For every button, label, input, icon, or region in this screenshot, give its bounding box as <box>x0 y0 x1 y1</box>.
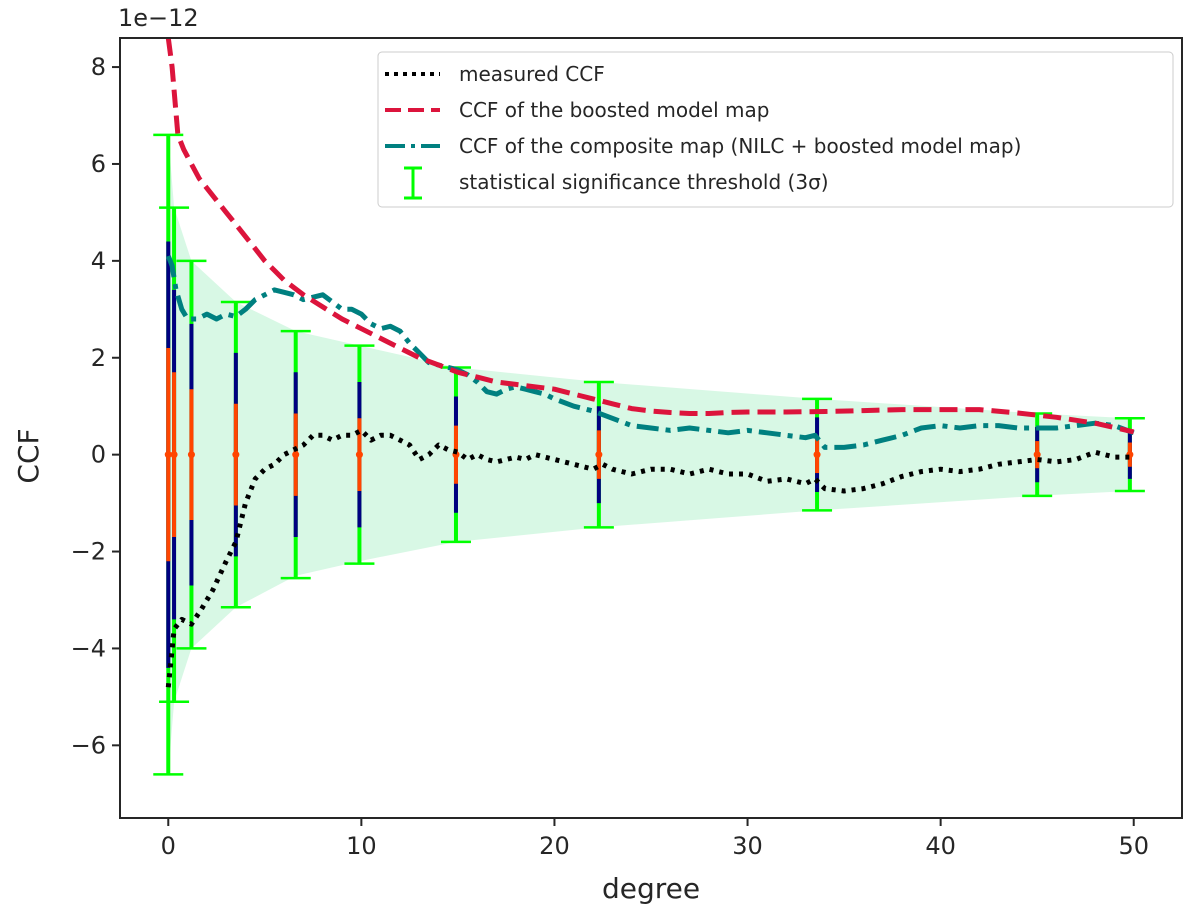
y-tick-label-3: 0 <box>91 441 106 469</box>
error-bar-4 <box>280 329 311 580</box>
x-tick-label-2: 20 <box>539 832 570 860</box>
threshold-band <box>168 134 1130 775</box>
y-tick-label-6: 6 <box>91 150 106 178</box>
series-line-measured-ccf <box>165 427 1134 688</box>
error-bar-2 <box>176 259 207 650</box>
legend-label-boosted-model: CCF of the boosted model map <box>459 98 769 122</box>
legend-entry-measured-ccf: measured CCF <box>385 62 605 86</box>
x-tick-label-3: 30 <box>732 832 763 860</box>
error-bar-3 <box>220 300 251 609</box>
legend-frame <box>377 51 1174 208</box>
error-bar-7 <box>583 380 614 529</box>
legend-entry-composite-map: CCF of the composite map (NILC + boosted… <box>385 134 1021 158</box>
error-bar-center-0 <box>164 451 172 459</box>
x-tick-label-5: 50 <box>1118 832 1149 860</box>
error-bar-center-3 <box>232 451 240 459</box>
series-line-ccf-of-the-boosted-model-map <box>165 38 1135 435</box>
legend: measured CCF CCF of the boosted model ma… <box>377 51 1174 208</box>
x-tick-label-4: 40 <box>925 832 956 860</box>
legend-swatch-threshold <box>404 166 422 200</box>
y-tick-label-0: −6 <box>71 731 106 759</box>
x-tick-label-0: 0 <box>161 832 176 860</box>
y-axis-label: CCF <box>12 428 45 483</box>
legend-label-measured-ccf: measured CCF <box>459 62 605 86</box>
axes: 0 10 20 30 40 50 −6 −4 −2 0 2 4 6 8 <box>71 37 1183 860</box>
y-tick-label-4: 2 <box>91 344 106 372</box>
legend-entry-boosted-model: CCF of the boosted model map <box>385 98 769 122</box>
x-axis-label: degree <box>602 872 700 905</box>
y-tick-label-1: −4 <box>71 634 106 662</box>
y-tick-label-5: 4 <box>91 247 106 275</box>
error-bar-0 <box>153 133 184 776</box>
plot-area <box>153 38 1145 776</box>
error-bar-center-1 <box>170 451 178 459</box>
error-bar-center-5 <box>355 451 363 459</box>
legend-label-composite-map: CCF of the composite map (NILC + boosted… <box>459 134 1021 158</box>
error-bar-center-2 <box>187 451 195 459</box>
error-bar-center-7 <box>595 451 603 459</box>
legend-entry-threshold: statistical significance threshold (3σ) <box>404 166 829 200</box>
plot-content <box>153 38 1145 776</box>
error-bar-1 <box>159 206 190 703</box>
series-line-ccf-of-the-composite-map-nilc-boosted-model-map <box>165 255 1135 450</box>
legend-label-threshold: statistical significance threshold (3σ) <box>459 170 829 194</box>
y-axis-offset-text: 1e−12 <box>118 4 199 32</box>
error-bar-5 <box>344 344 375 565</box>
axes-frame <box>119 37 1183 819</box>
error-bar-center-4 <box>292 451 300 459</box>
error-bar-center-9 <box>1033 451 1041 459</box>
y-tick-label-7: 8 <box>91 53 106 81</box>
error-bar-center-8 <box>813 451 821 459</box>
x-tick-label-1: 10 <box>346 832 377 860</box>
y-tick-label-2: −2 <box>71 538 106 566</box>
